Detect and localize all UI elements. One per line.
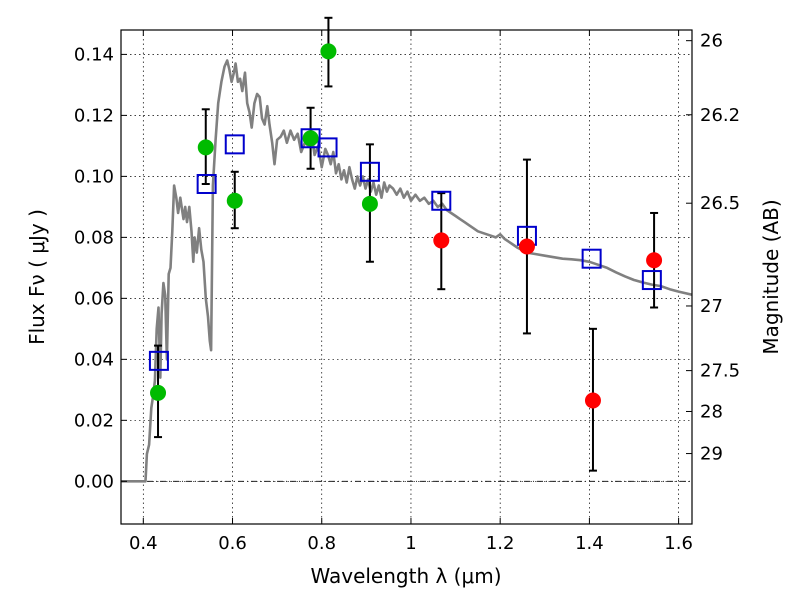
- x-tick-label: 1.4: [575, 533, 604, 554]
- blue-square-marker: [359, 161, 380, 182]
- y2-tick-label: 26.5: [700, 193, 740, 214]
- green-point-marker: [226, 192, 243, 209]
- blue-square-marker: [148, 350, 169, 371]
- x-tick-label: 1.6: [664, 533, 693, 554]
- blue-square-marker: [224, 134, 245, 155]
- green-point-marker: [197, 139, 214, 156]
- grid-lines: [121, 30, 692, 524]
- y-tick-label: 0.06: [74, 288, 114, 309]
- y2-axis-label: Magnitude (AB): [759, 199, 783, 354]
- blue-square-marker: [196, 173, 217, 194]
- red-point-marker: [518, 238, 535, 255]
- blue-square-marker: [581, 248, 602, 269]
- x-tick-label: 0.8: [307, 533, 336, 554]
- y-tick-label: 0.08: [74, 227, 114, 248]
- points-layer: [148, 16, 663, 472]
- ticks-layer: 0.4 0.6 0.8 1 1.2 1.4 1.6 0.00 0.02 0.04 0.06 0.08 0…: [74, 30, 740, 554]
- green-point-marker: [150, 384, 167, 401]
- red-point-marker: [584, 392, 601, 409]
- y-tick-label: 0.12: [74, 105, 114, 126]
- y-tick-label: 0.10: [74, 166, 114, 187]
- x-tick-label: 0.6: [218, 533, 247, 554]
- axes-frame: [120, 29, 693, 525]
- x-tick-label: 1: [405, 533, 416, 554]
- y2-tick-label: 27.5: [700, 361, 740, 382]
- green-point-marker: [320, 43, 337, 60]
- blue-square-marker: [641, 270, 662, 291]
- x-tick-label: 1.2: [486, 533, 515, 554]
- red-point-marker: [433, 232, 450, 249]
- y-tick-label: 0.02: [74, 410, 114, 431]
- green-point-marker: [302, 130, 319, 147]
- y2-tick-label: 27: [700, 296, 723, 317]
- y-tick-label: 0.14: [74, 44, 114, 65]
- y-axis-label: Flux Fν ( μJy ): [25, 209, 49, 345]
- y2-tick-label: 26: [700, 31, 723, 52]
- x-tick-label: 0.4: [129, 533, 158, 554]
- green-point-marker: [361, 195, 378, 212]
- x-axis-label: Wavelength λ (μm): [310, 564, 501, 588]
- red-point-marker: [646, 252, 663, 269]
- y2-tick-label: 29: [700, 444, 723, 465]
- blue-square-marker: [317, 137, 338, 158]
- y-tick-label: 0.00: [74, 471, 114, 492]
- y2-tick-label: 26.2: [700, 105, 740, 126]
- y-tick-label: 0.04: [74, 349, 114, 370]
- y2-tick-label: 28: [700, 401, 723, 422]
- blue-square-marker: [431, 190, 452, 211]
